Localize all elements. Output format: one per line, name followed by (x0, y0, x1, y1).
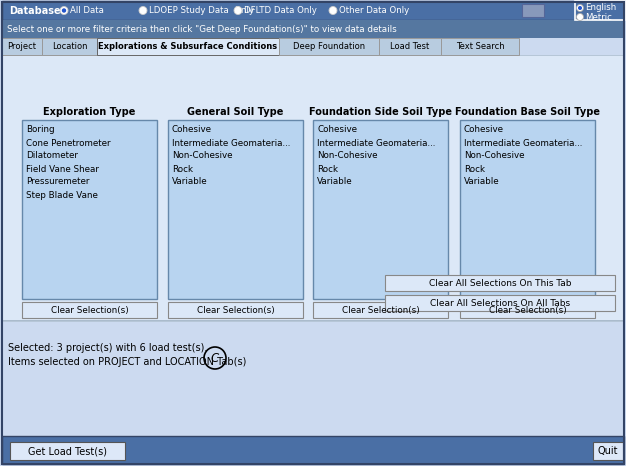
Bar (2, 55, 624, 351)
Text: Database:: Database: (9, 6, 64, 15)
Text: Intermediate Geomateria...: Intermediate Geomateria... (317, 138, 435, 148)
Text: Pressuremeter: Pressuremeter (26, 178, 90, 186)
Bar (313, 302, 448, 318)
Bar (168, 120, 303, 299)
Text: Foundation Side Soil Type: Foundation Side Soil Type (309, 107, 452, 117)
Text: Clear All Selections On All Tabs: Clear All Selections On All Tabs (430, 299, 570, 308)
Bar (460, 302, 595, 318)
Text: Exploration Type: Exploration Type (43, 107, 136, 117)
Bar (575, 1, 625, 20)
Text: Rock: Rock (317, 164, 338, 173)
Bar (379, 38, 441, 55)
Text: Items selected on PROJECT and LOCATION Tab(s): Items selected on PROJECT and LOCATION T… (8, 357, 247, 367)
Bar (2, 38, 42, 55)
Bar (10, 442, 125, 460)
Text: Clear Selection(s): Clear Selection(s) (342, 306, 419, 315)
Text: Cohesive: Cohesive (172, 125, 212, 135)
Text: Boring: Boring (26, 125, 54, 135)
Text: Load Test: Load Test (391, 42, 429, 51)
Bar (385, 295, 615, 311)
Bar (385, 275, 615, 291)
Text: Non-Cohesive: Non-Cohesive (464, 151, 525, 160)
Text: Project: Project (8, 42, 36, 51)
Bar (441, 38, 519, 55)
Text: Clear All Selections On This Tab: Clear All Selections On This Tab (429, 279, 572, 288)
Text: Clear Selection(s): Clear Selection(s) (197, 306, 274, 315)
Circle shape (62, 8, 66, 13)
Text: Quit: Quit (598, 446, 618, 456)
Circle shape (234, 7, 242, 14)
Bar (2, 1, 624, 20)
Text: Rock: Rock (464, 164, 485, 173)
Text: Variable: Variable (172, 178, 208, 186)
Text: English: English (585, 4, 616, 13)
Circle shape (577, 5, 583, 12)
Text: Cohesive: Cohesive (464, 125, 504, 135)
Bar (2, 320, 624, 321)
Text: All Data: All Data (70, 6, 104, 15)
Text: Explorations & Subsurface Conditions: Explorations & Subsurface Conditions (98, 42, 277, 51)
Text: Other Data Only: Other Data Only (339, 6, 409, 15)
Text: Cone Penetrometer: Cone Penetrometer (26, 138, 111, 148)
Text: Dilatometer: Dilatometer (26, 151, 78, 160)
Bar (168, 302, 303, 318)
Bar (593, 442, 623, 460)
Text: LDOEP Study Data  Only: LDOEP Study Data Only (149, 6, 254, 15)
Bar (2, 321, 624, 436)
Bar (97, 38, 279, 55)
Circle shape (329, 7, 337, 14)
Text: Location: Location (52, 42, 87, 51)
Circle shape (577, 14, 583, 21)
Text: General Soil Type: General Soil Type (187, 107, 284, 117)
Text: Step Blade Vane: Step Blade Vane (26, 191, 98, 199)
Text: Metric: Metric (585, 13, 612, 21)
Text: Get Load Test(s): Get Load Test(s) (28, 446, 107, 456)
Text: Intermediate Geomateria...: Intermediate Geomateria... (464, 138, 582, 148)
Text: Cohesive: Cohesive (317, 125, 357, 135)
Text: Selected: 3 project(s) with 6 load test(s).: Selected: 3 project(s) with 6 load test(… (8, 343, 207, 353)
Bar (22, 120, 157, 299)
Text: Foundation Base Soil Type: Foundation Base Soil Type (455, 107, 600, 117)
Text: Variable: Variable (317, 178, 352, 186)
Bar (460, 120, 595, 299)
Text: Non-Cohesive: Non-Cohesive (172, 151, 232, 160)
Bar (522, 4, 544, 17)
Bar (22, 302, 157, 318)
Text: Clear Selection(s): Clear Selection(s) (51, 306, 128, 315)
Text: Clear Selection(s): Clear Selection(s) (489, 306, 567, 315)
Text: Rock: Rock (172, 164, 193, 173)
Bar (313, 120, 448, 299)
Text: Deep Foundation: Deep Foundation (293, 42, 365, 51)
Bar (279, 38, 379, 55)
Text: Select one or more filter criteria then click "Get Deep Foundation(s)" to view d: Select one or more filter criteria then … (7, 25, 397, 34)
Text: C: C (211, 351, 219, 364)
Bar (42, 38, 97, 55)
Text: Variable: Variable (464, 178, 500, 186)
Bar (2, 436, 624, 464)
Circle shape (139, 7, 147, 14)
Bar (2, 20, 624, 38)
Text: Field Vane Shear: Field Vane Shear (26, 164, 99, 173)
Text: DFLTD Data Only: DFLTD Data Only (244, 6, 317, 15)
Circle shape (60, 7, 68, 14)
Circle shape (578, 6, 582, 10)
Text: Text Search: Text Search (456, 42, 505, 51)
Text: Intermediate Geomateria...: Intermediate Geomateria... (172, 138, 290, 148)
Text: Non-Cohesive: Non-Cohesive (317, 151, 377, 160)
